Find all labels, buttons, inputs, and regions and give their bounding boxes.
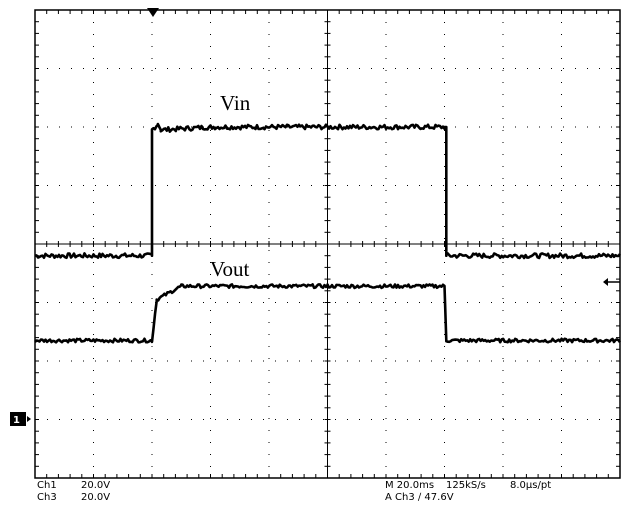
trace-vout [34,283,622,344]
channel-1-marker[interactable]: 1 [10,412,31,426]
trigger-marker [147,8,159,17]
vin-label: Vin [220,91,251,115]
timebase: M 20.0ms [385,480,434,491]
channel-1-badge [10,412,26,426]
ch3-scale: 20.0V [81,492,110,503]
trigger-arrow-icon [147,8,159,17]
resolution: 8.0µs/pt [510,480,551,491]
trace-vin [34,122,622,260]
left-arrow-icon [603,278,608,286]
channel-1-label: 1 [13,415,20,426]
channel-1-arrow-icon [27,416,31,422]
graticule [34,9,621,479]
ch1-scale: 20.0V [81,480,110,491]
ch1-name: Ch1 [37,480,57,491]
vout-label: Vout [210,257,249,281]
ch3-name: Ch3 [37,492,57,503]
right-level-marker [603,278,620,286]
sample-rate: 125kS/s [446,480,486,491]
trigger-readout: A Ch3 ∕ 47.6V [385,492,454,503]
status-bar: Ch1 20.0V Ch3 20.0V M 20.0ms 125kS/s 8.0… [37,480,551,503]
traces [34,122,622,344]
